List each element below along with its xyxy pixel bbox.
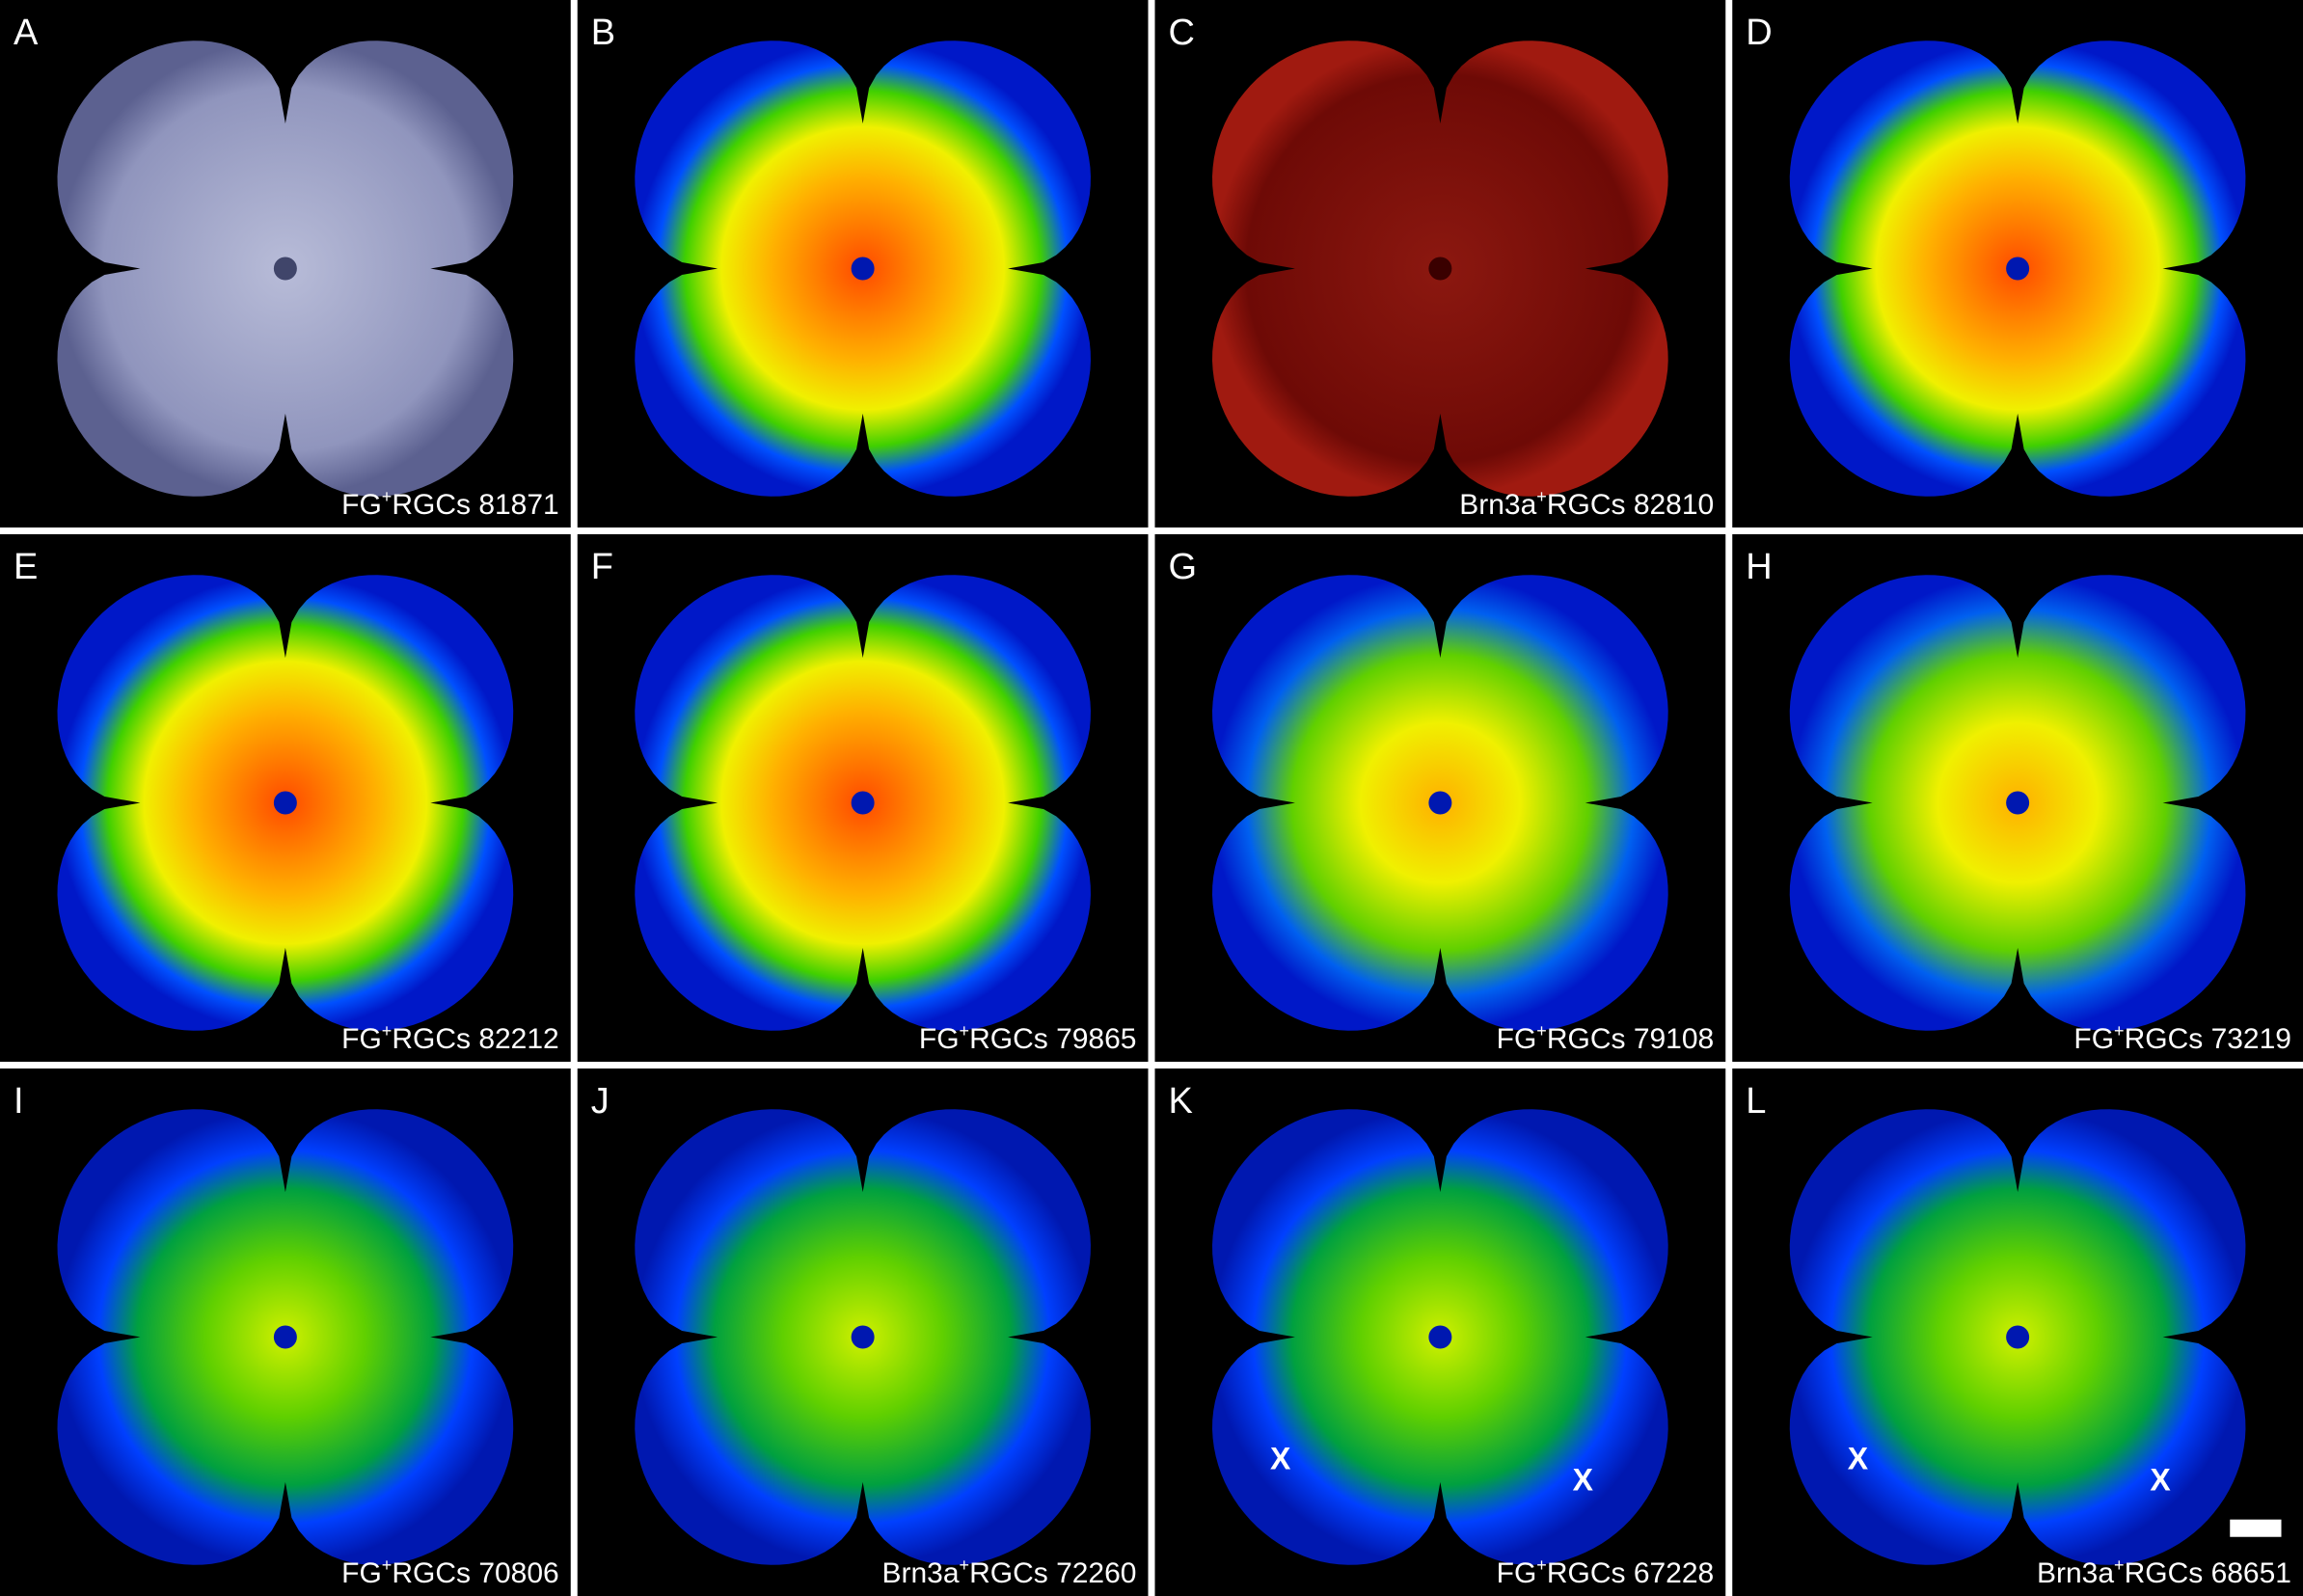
optic-disc bbox=[2006, 1325, 2030, 1349]
label-text: RGCs 67228 bbox=[1547, 1557, 1714, 1589]
panel: D bbox=[1732, 0, 2303, 527]
optic-disc bbox=[273, 791, 297, 815]
optic-disc bbox=[1428, 1325, 1452, 1349]
label-text: RGCs 81871 bbox=[392, 489, 558, 521]
panel: C Brn3a+RGCs 82810 bbox=[1154, 0, 1726, 527]
annotation: X bbox=[2150, 1463, 2171, 1498]
panel-label: Brn3a+RGCs 72260 bbox=[881, 1555, 1136, 1589]
panel-letter: B bbox=[591, 13, 615, 53]
panel-letter: L bbox=[1746, 1081, 1766, 1122]
panel: A FG+RGCs 81871 bbox=[0, 0, 571, 527]
optic-disc bbox=[2006, 791, 2030, 815]
label-sup: + bbox=[2114, 1555, 2125, 1575]
label-marker: FG bbox=[341, 1557, 382, 1589]
label-text: RGCs 68651 bbox=[2125, 1557, 2291, 1589]
label-text: RGCs 82212 bbox=[392, 1023, 558, 1055]
panel-letter: F bbox=[591, 547, 613, 587]
label-text: RGCs 72260 bbox=[969, 1557, 1136, 1589]
panel-label: Brn3a+RGCs 68651 bbox=[2037, 1555, 2291, 1589]
label-marker: Brn3a bbox=[881, 1557, 959, 1589]
annotation: X bbox=[1848, 1442, 1869, 1476]
panel-letter: K bbox=[1169, 1081, 1193, 1122]
label-sup: + bbox=[960, 1021, 970, 1041]
panel-label: FG+RGCs 67228 bbox=[1497, 1555, 1715, 1589]
annotation: X bbox=[1270, 1442, 1291, 1476]
optic-disc bbox=[851, 791, 875, 815]
panel-letter: H bbox=[1746, 547, 1772, 587]
annotation: X bbox=[1573, 1463, 1594, 1498]
optic-disc bbox=[851, 1325, 875, 1349]
label-marker: FG bbox=[2073, 1023, 2114, 1055]
panel-letter: J bbox=[591, 1081, 610, 1122]
label-sup: + bbox=[1536, 1555, 1547, 1575]
label-marker: Brn3a bbox=[2037, 1557, 2114, 1589]
panel-label: Brn3a+RGCs 82810 bbox=[1459, 487, 1714, 521]
label-marker: FG bbox=[1497, 1023, 1537, 1055]
panel-label: FG+RGCs 79865 bbox=[919, 1021, 1137, 1055]
label-sup: + bbox=[1536, 1021, 1547, 1041]
label-marker: Brn3a bbox=[1459, 489, 1536, 521]
label-sup: + bbox=[382, 1555, 393, 1575]
label-text: RGCs 70806 bbox=[392, 1557, 558, 1589]
panel: K FG+RGCs 67228 X X bbox=[1154, 1069, 1726, 1596]
panel: I FG+RGCs 70806 bbox=[0, 1069, 571, 1596]
panel-letter: E bbox=[14, 547, 38, 587]
label-text: RGCs 79865 bbox=[969, 1023, 1136, 1055]
label-sup: + bbox=[382, 487, 393, 506]
optic-disc bbox=[851, 257, 875, 281]
optic-disc bbox=[273, 257, 297, 281]
panel-letter: G bbox=[1169, 547, 1198, 587]
scale-bar bbox=[2230, 1519, 2282, 1537]
optic-disc bbox=[1428, 791, 1452, 815]
label-sup: + bbox=[2114, 1021, 2125, 1041]
panel: L Brn3a+RGCs 68651 X X bbox=[1732, 1069, 2303, 1596]
label-marker: FG bbox=[341, 489, 382, 521]
panel: J Brn3a+RGCs 72260 bbox=[577, 1069, 1149, 1596]
panel: G FG+RGCs 79108 bbox=[1154, 534, 1726, 1062]
label-marker: FG bbox=[919, 1023, 960, 1055]
optic-disc bbox=[2006, 257, 2030, 281]
panel: E FG+RGCs 82212 bbox=[0, 534, 571, 1062]
label-text: RGCs 73219 bbox=[2125, 1023, 2291, 1055]
panel-label: FG+RGCs 82212 bbox=[341, 1021, 559, 1055]
label-text: RGCs 82810 bbox=[1547, 489, 1714, 521]
panel-letter: A bbox=[14, 13, 39, 53]
label-sup: + bbox=[960, 1555, 970, 1575]
label-marker: FG bbox=[341, 1023, 382, 1055]
optic-disc bbox=[1428, 257, 1452, 281]
panel-label: FG+RGCs 73219 bbox=[2073, 1021, 2291, 1055]
panel-label: FG+RGCs 70806 bbox=[341, 1555, 559, 1589]
label-text: RGCs 79108 bbox=[1547, 1023, 1714, 1055]
optic-disc bbox=[273, 1325, 297, 1349]
label-sup: + bbox=[1536, 487, 1547, 506]
panel-letter: C bbox=[1169, 13, 1195, 53]
panel-label: FG+RGCs 81871 bbox=[341, 487, 559, 521]
panel: B bbox=[577, 0, 1149, 527]
panel: F FG+RGCs 79865 bbox=[577, 534, 1149, 1062]
panel-letter: D bbox=[1746, 13, 1772, 53]
label-marker: FG bbox=[1497, 1557, 1537, 1589]
panel: H FG+RGCs 73219 bbox=[1732, 534, 2303, 1062]
panel-label: FG+RGCs 79108 bbox=[1497, 1021, 1715, 1055]
label-sup: + bbox=[382, 1021, 393, 1041]
panel-letter: I bbox=[14, 1081, 24, 1122]
